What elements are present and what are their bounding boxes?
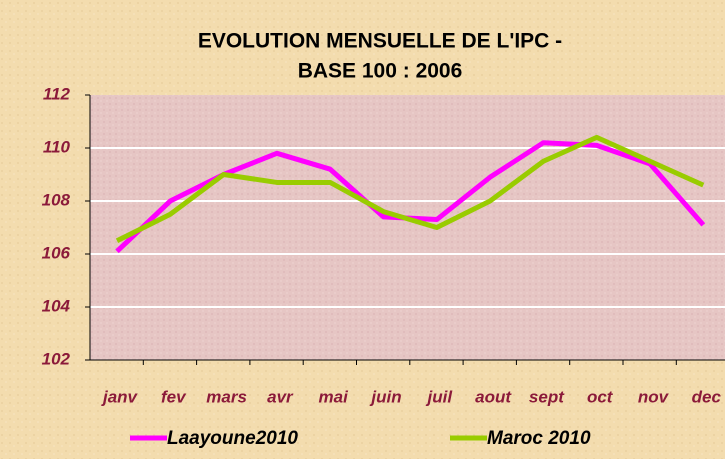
x-tick-label: fev (161, 387, 187, 406)
x-tick-label: nov (638, 387, 670, 406)
chart-title: EVOLUTION MENSUELLE DE L'IPC - (198, 30, 562, 53)
x-tick-label: avr (267, 387, 294, 406)
x-tick-label: janv (101, 387, 139, 406)
plot-area (90, 95, 725, 360)
y-tick-label: 102 (42, 349, 71, 368)
y-tick-label: 106 (42, 243, 71, 262)
x-tick-label: juin (369, 387, 401, 406)
y-tick-label: 104 (42, 296, 71, 315)
chart-title: BASE 100 : 2006 (298, 60, 463, 83)
series-line (115, 134, 705, 243)
x-tick-label: mars (206, 387, 247, 406)
x-tick-label: aout (475, 387, 512, 406)
x-tick-label: juil (426, 387, 454, 406)
legend-label: Maroc 2010 (487, 428, 591, 449)
x-tick-label: mai (319, 387, 350, 406)
x-tick-label: dec (692, 387, 722, 406)
y-tick-label: 108 (42, 190, 71, 209)
y-tick-label: 110 (43, 137, 71, 156)
y-tick-label: 112 (43, 84, 71, 103)
legend-label: Laayoune2010 (167, 428, 298, 449)
x-tick-label: sept (529, 387, 565, 406)
x-tick-label: oct (587, 387, 614, 406)
